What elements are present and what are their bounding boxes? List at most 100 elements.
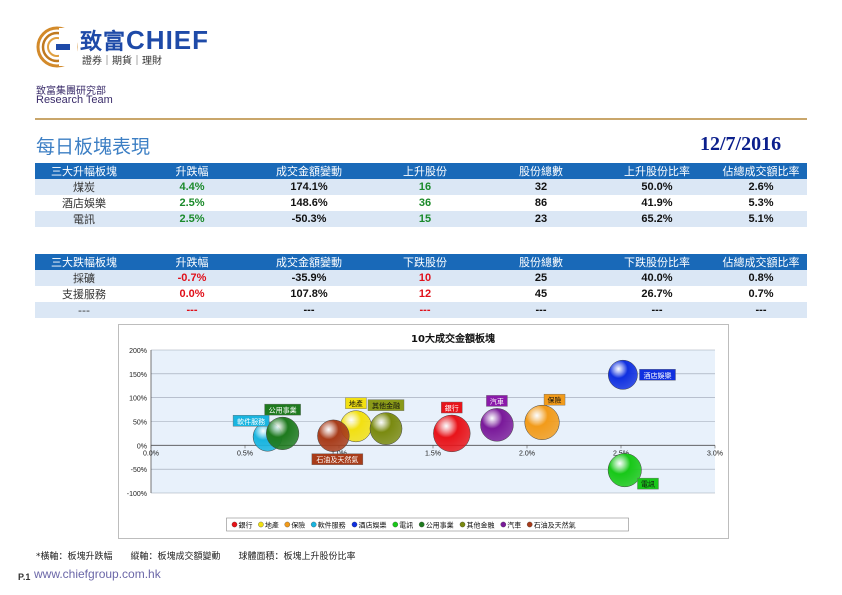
legend-label: 石油及天然氣 [534, 521, 576, 530]
bubble-point [369, 412, 403, 445]
column-header: 股份總數 [483, 163, 599, 179]
falling-stocks: 12 [418, 288, 432, 300]
legend-marker [231, 521, 238, 528]
turnover-change: 148.6% [290, 197, 328, 209]
bubble-label-box [264, 403, 301, 416]
bubble-label-box [367, 399, 405, 411]
turnover-change: -35.9% [251, 270, 367, 286]
bubble-label: 電訊 [641, 480, 655, 489]
bubble-label: 汽車 [490, 397, 504, 406]
table-row: 支援服務 0.0% 107.8% 12 45 26.7% 0.7% [35, 286, 807, 302]
legend-label: 地產 [265, 521, 279, 530]
turnover-change: 174.1% [251, 179, 367, 195]
bubble-label: 地產 [349, 399, 363, 408]
bubble-label: 公用事業 [269, 406, 297, 415]
report-date: 12/7/2016 [700, 133, 782, 155]
rising-ratio: 65.2% [599, 211, 715, 227]
table-row: 煤炭 4.4% 174.1% 16 32 50.0% 2.6% [35, 179, 807, 195]
column-header: 股份總數 [483, 254, 599, 270]
column-header: 升跌幅 [133, 254, 251, 270]
column-header: 升跌幅 [133, 163, 251, 179]
bubble-label-box [232, 415, 270, 427]
department-name-cn: 致富集團研究部 [36, 86, 106, 97]
price-change: --- [133, 302, 251, 318]
x-tick-label: 1.5% [425, 450, 441, 457]
bubble-point [266, 416, 300, 450]
sector-name: 電訊 [35, 211, 133, 227]
total-stocks: 23 [483, 211, 599, 227]
column-header: 上升股份比率 [599, 163, 715, 179]
falling-ratio: 26.7% [641, 288, 673, 300]
bubble-label-box [637, 477, 659, 490]
falling-stocks: --- [367, 302, 483, 318]
column-header: 三大跌幅板塊 [35, 254, 133, 270]
turnover-share: --- [715, 302, 807, 318]
bubble-chart: 200%150%100%50%0%-50%-100%0.0%0.5%1.0%1.… [127, 332, 723, 532]
brand-name-en: CHIEF [126, 25, 210, 55]
bubble-label: 其他金融 [372, 401, 400, 410]
table-header-row: 三大跌幅板塊 升跌幅 成交金額變動 下跌股份 股份總數 下跌股份比率 佔總成交額… [35, 254, 807, 270]
chart-footnote: *橫軸：板塊升跌幅 縱軸：板塊成交額變動 球體面積：板塊上升股份比率 [36, 552, 356, 562]
column-header: 成交金額變動 [251, 163, 367, 179]
turnover-share: 5.3% [748, 197, 774, 209]
legend-label: 電訊 [399, 521, 413, 530]
rising-stocks: 36 [418, 197, 432, 209]
turnover-change: --- [251, 302, 367, 318]
price-change: 4.4% [133, 179, 251, 195]
x-tick-label: 0.5% [237, 450, 253, 457]
legend-marker [284, 521, 291, 528]
x-tick-label: 2.0% [519, 450, 535, 457]
bubble-label-box [639, 369, 676, 381]
legend-label: 汽車 [507, 521, 521, 530]
price-change: 0.0% [179, 288, 205, 300]
total-stocks: 25 [483, 270, 599, 286]
bubble-label: 軟件服務 [237, 417, 265, 426]
turnover-share: 5.1% [715, 211, 807, 227]
bubble-label: 保險 [548, 396, 562, 405]
y-tick-label: -50% [131, 467, 147, 474]
bubble-label: 銀行 [445, 404, 459, 413]
legend-label: 銀行 [239, 521, 253, 530]
table-row: 酒店娛樂 2.5% 148.6% 36 86 41.9% 5.3% [35, 195, 807, 211]
bubble-point [317, 419, 350, 452]
sector-name: 支援服務 [62, 288, 106, 301]
rising-stocks: 16 [367, 179, 483, 195]
rising-ratio: 50.0% [599, 179, 715, 195]
legend-marker [418, 521, 425, 528]
y-tick-label: 100% [129, 396, 147, 403]
chart-title: 10大成交金額板塊 [411, 332, 495, 345]
column-header: 佔總成交額比率 [715, 163, 807, 179]
price-change: 2.5% [133, 211, 251, 227]
legend-marker [459, 521, 466, 528]
table-row: 採礦 -0.7% -35.9% 10 25 40.0% 0.8% [35, 270, 807, 286]
total-stocks: 32 [483, 179, 599, 195]
total-stocks: 86 [534, 197, 548, 209]
turnover-share: 0.7% [748, 288, 774, 300]
column-header: 三大升幅板塊 [35, 163, 133, 179]
turnover-share: 2.6% [715, 179, 807, 195]
bubble-point [433, 414, 471, 453]
sector-name: --- [35, 302, 133, 318]
sector-name: 酒店娛樂 [62, 197, 106, 210]
price-change: 2.5% [179, 197, 205, 209]
legend-label: 酒店娛樂 [359, 521, 387, 530]
rising-ratio: 41.9% [641, 197, 673, 209]
sector-name: 採礦 [35, 270, 133, 286]
brand-name: 致富CHIEF [80, 24, 209, 56]
turnover-change: -50.3% [251, 211, 367, 227]
legend-marker [526, 521, 533, 528]
legend-label: 公用事業 [426, 521, 454, 530]
website-link[interactable]: www.chiefgroup.com.hk [34, 567, 161, 581]
top-gainers-table: 三大升幅板塊 升跌幅 成交金額變動 上升股份 股份總數 上升股份比率 佔總成交額… [35, 163, 807, 227]
bubble-label-box [441, 401, 463, 414]
chief-logo-icon [36, 26, 78, 68]
price-change: -0.7% [133, 270, 251, 286]
page-number: P.1 [18, 572, 31, 582]
page-title: 每日板塊表現 [36, 136, 151, 158]
y-tick-label: 200% [129, 348, 147, 355]
table-header-row: 三大升幅板塊 升跌幅 成交金額變動 上升股份 股份總數 上升股份比率 佔總成交額… [35, 163, 807, 179]
header-divider [35, 118, 807, 120]
legend-marker [392, 521, 399, 528]
falling-ratio: --- [599, 302, 715, 318]
legend-label: 軟件服務 [318, 521, 346, 530]
